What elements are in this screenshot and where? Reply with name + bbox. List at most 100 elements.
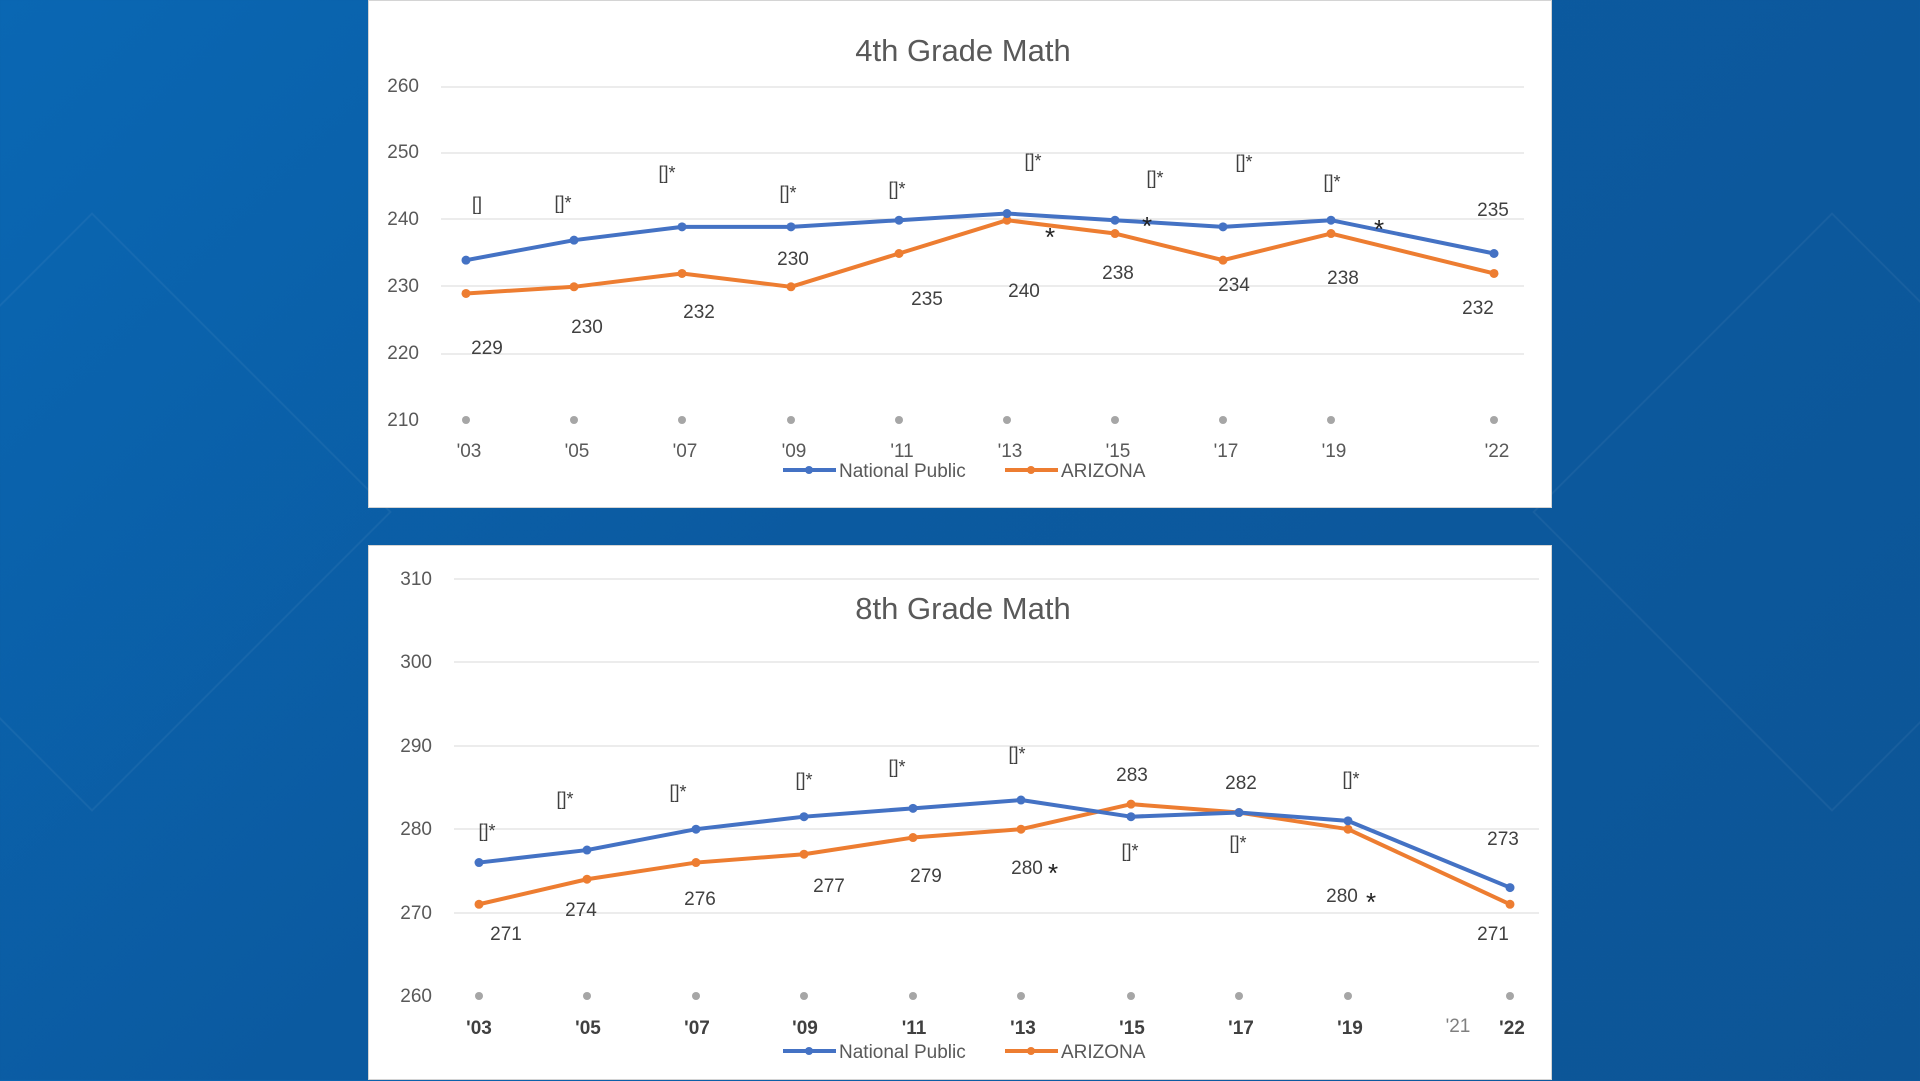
data-label: 274 [565, 900, 597, 921]
chart-4th-grade-math: 4th Grade Math 260 250 240 230 220 210 '… [387, 33, 1524, 482]
x-tick-label: '05 [575, 1018, 601, 1039]
y-tick-label: 270 [400, 903, 432, 924]
data-point-arizona [677, 268, 687, 278]
y-tick-label: 300 [400, 652, 432, 673]
data-point-arizona [908, 833, 918, 843]
legend-label: National Public [839, 1042, 966, 1063]
significance-marker: []* [556, 789, 573, 809]
data-labels: 271 274 276 277 279 280 283 282 280 271 … [490, 765, 1519, 945]
x-tick-label: '07 [673, 441, 698, 462]
significance-marker: []* [554, 193, 571, 213]
data-point-national-public [474, 858, 484, 868]
x-tick-label: '13 [1010, 1018, 1036, 1039]
x-tick-label: '17 [1228, 1018, 1254, 1039]
significance-marker: []* [669, 782, 686, 802]
y-axis: 310 300 290 280 270 260 [400, 569, 432, 1007]
baseline-dots [462, 416, 1498, 424]
baseline-dot [1017, 992, 1025, 1000]
baseline-dot [800, 992, 808, 1000]
data-label: 232 [1462, 298, 1494, 319]
asterisk: * [1048, 858, 1058, 888]
series-path-arizona [465, 218, 1495, 296]
y-tick-label: 310 [400, 569, 432, 590]
asterisk: * [1366, 887, 1376, 917]
significance-marker: []* [888, 179, 905, 199]
y-tick-label: 240 [387, 209, 419, 230]
data-label: 271 [490, 924, 522, 945]
chart-panel-8th-grade: 8th Grade Math 310 300 290 280 270 260 '… [368, 545, 1552, 1080]
data-point-arizona [582, 874, 592, 884]
data-point-arizona [1002, 215, 1012, 225]
x-tick-label: '22 [1485, 441, 1510, 462]
x-tick-label: '07 [684, 1018, 710, 1039]
significance-marker: []* [1146, 168, 1163, 188]
significance-marker: []* [888, 757, 905, 777]
background-diamond-left [0, 212, 392, 812]
significance-marker: []* [1024, 151, 1041, 171]
data-point-national-public [894, 215, 904, 225]
x-tick-label: '11 [902, 1018, 927, 1039]
y-tick-label: 280 [400, 819, 432, 840]
x-tick-label: '19 [1322, 441, 1347, 462]
data-label: 232 [683, 302, 715, 323]
baseline-dot [909, 992, 917, 1000]
baseline-dot [570, 416, 578, 424]
significance-marker: []* [478, 821, 495, 841]
y-tick-label: 260 [400, 986, 432, 1007]
y-axis: 260 250 240 230 220 210 [387, 76, 419, 431]
baseline-dot [1344, 992, 1352, 1000]
data-point-arizona [461, 288, 471, 298]
data-label: 238 [1327, 268, 1359, 289]
data-label: 235 [1477, 200, 1509, 221]
data-point-national-public [1002, 209, 1012, 219]
chart-8th-grade-math: 8th Grade Math 310 300 290 280 270 260 '… [400, 569, 1539, 1063]
chart-title: 4th Grade Math [855, 33, 1070, 68]
data-point-national-public [461, 255, 471, 265]
data-point-arizona [1489, 268, 1499, 278]
x-tick-label: '13 [998, 441, 1023, 462]
legend-marker [1027, 1047, 1035, 1055]
data-point-arizona [474, 899, 484, 909]
x-tick-label: '11 [890, 441, 913, 462]
series-path-arizona [478, 802, 1511, 907]
series-path-national-public [478, 798, 1511, 890]
data-point-arizona [894, 249, 904, 258]
legend: National Public ARIZONA [783, 1042, 1146, 1063]
data-point-arizona [1110, 229, 1120, 239]
legend-marker [805, 466, 813, 474]
data-label: 282 [1225, 773, 1257, 794]
data-label: 235 [911, 289, 943, 310]
significance-marker: []* [1235, 152, 1252, 172]
data-point-arizona [1218, 255, 1228, 265]
legend-marker [1027, 466, 1035, 474]
significance-marker: []* [1008, 744, 1025, 764]
data-point-national-public [1126, 812, 1136, 822]
baseline-dot [475, 992, 483, 1000]
data-label: 240 [1008, 281, 1040, 302]
baseline-dot [583, 992, 591, 1000]
series-line-national-public [474, 795, 1515, 893]
baseline-dots [475, 992, 1514, 1000]
data-point-national-public [677, 222, 687, 232]
x-tick-label: '09 [792, 1018, 818, 1039]
data-point-arizona [569, 282, 579, 292]
baseline-dot [1219, 416, 1227, 424]
data-label: 230 [777, 249, 809, 270]
chart-title: 8th Grade Math [855, 591, 1070, 626]
data-label: 234 [1218, 275, 1250, 296]
legend-label: ARIZONA [1061, 461, 1146, 482]
x-axis: '03 '05 '07 '09 '11 '13 '15 '17 '19 '22 [457, 441, 1510, 462]
data-point-national-public [1016, 795, 1026, 805]
data-labels: 229 230 232 230 235 240 238 234 238 232 … [471, 200, 1509, 359]
data-point-national-public [799, 812, 809, 822]
baseline-dot [895, 416, 903, 424]
data-label: 277 [813, 876, 845, 897]
y-tick-label: 220 [387, 343, 419, 364]
data-label: 280 [1011, 858, 1043, 879]
data-point-arizona [1505, 899, 1515, 909]
x-tick-label: '19 [1337, 1018, 1363, 1039]
asterisk: * [1374, 214, 1384, 244]
data-point-national-public [1505, 883, 1515, 893]
data-label: 229 [471, 338, 503, 359]
asterisks: * * * [1045, 211, 1384, 252]
